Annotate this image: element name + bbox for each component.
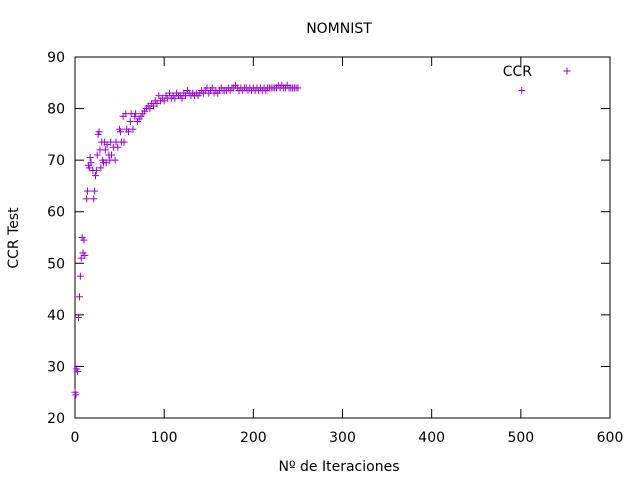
data-point <box>92 166 100 174</box>
data-point <box>103 141 111 149</box>
data-point <box>85 164 93 172</box>
data-point <box>114 143 122 151</box>
data-point <box>125 128 132 136</box>
plot-frame <box>74 56 611 419</box>
data-point <box>95 128 103 136</box>
data-point <box>149 102 157 110</box>
data-point <box>153 99 161 107</box>
data-point <box>178 94 186 102</box>
legend: CCR <box>503 64 571 80</box>
data-point <box>116 128 124 136</box>
x-tick-label: 400 <box>418 430 445 446</box>
x-tick-label: 200 <box>240 430 267 446</box>
data-point <box>101 146 109 154</box>
x-tick-label: 600 <box>597 430 624 446</box>
y-tick-label: 30 <box>47 359 65 375</box>
x-tick-label: 0 <box>71 430 80 446</box>
data-point <box>86 154 94 162</box>
data-point <box>92 172 100 180</box>
data-point <box>129 125 137 133</box>
x-axis-ticks: 0 100 200 300 400 500 600 <box>71 57 624 446</box>
data-point <box>126 117 134 125</box>
data-point <box>171 94 179 102</box>
y-tick-label: 90 <box>47 50 65 66</box>
x-axis-label: Nº de Iteraciones <box>279 459 400 475</box>
plot-border <box>74 56 611 419</box>
data-point <box>132 110 140 118</box>
data-point <box>166 89 174 97</box>
x-tick-label: 100 <box>151 430 178 446</box>
y-tick-label: 20 <box>47 411 65 427</box>
data-point <box>208 84 216 92</box>
data-point <box>74 368 82 376</box>
data-point <box>72 391 80 399</box>
data-point <box>120 138 128 146</box>
data-point <box>83 195 91 203</box>
data-point <box>155 92 163 100</box>
x-tick-label: 300 <box>329 430 356 446</box>
data-point <box>108 151 116 159</box>
data-point <box>77 254 85 262</box>
data-point <box>93 151 101 159</box>
data-point <box>294 84 302 92</box>
data-point <box>518 87 526 95</box>
y-tick-label: 50 <box>47 256 65 272</box>
data-point <box>146 105 154 113</box>
data-point <box>75 293 83 301</box>
y-axis-label: CCR Test <box>6 207 22 269</box>
data-points <box>71 81 526 399</box>
data-point <box>80 236 88 244</box>
legend-label: CCR <box>503 64 533 80</box>
data-point <box>87 159 95 167</box>
data-point <box>90 195 98 203</box>
data-point <box>160 97 168 105</box>
chart-title: NOMNIST <box>306 21 372 37</box>
y-tick-label: 60 <box>47 205 65 221</box>
data-point <box>91 187 99 195</box>
legend-marker-symbol <box>563 67 571 75</box>
y-axis-ticks: 20 30 40 50 60 70 80 90 <box>47 50 610 427</box>
data-point <box>97 164 105 172</box>
data-point <box>83 187 91 195</box>
data-point <box>111 156 119 164</box>
data-point <box>102 159 110 167</box>
y-tick-label: 70 <box>47 153 65 169</box>
data-point <box>81 252 89 260</box>
data-point <box>75 313 83 321</box>
legend-marker <box>563 67 571 75</box>
data-point <box>76 272 84 280</box>
y-tick-label: 40 <box>47 308 65 324</box>
x-tick-label: 500 <box>507 430 534 446</box>
y-tick-label: 80 <box>47 102 65 118</box>
